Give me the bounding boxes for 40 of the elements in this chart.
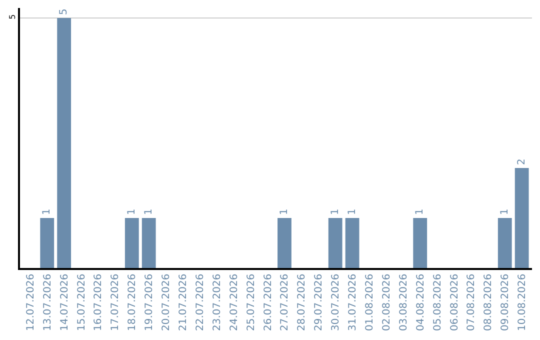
x-tick-label: 07.08.2026 — [466, 274, 478, 332]
x-tick-label: 29.07.2026 — [314, 274, 325, 332]
x-tick-label: 30.07.2026 — [330, 274, 342, 332]
x-tick-label: 20.07.2026 — [161, 274, 172, 332]
x-tick-label: 13.07.2026 — [42, 274, 54, 332]
x-tick-label: 23.07.2026 — [212, 274, 223, 332]
x-tick-label: 09.08.2026 — [500, 274, 512, 332]
x-tick-label: 12.07.2026 — [25, 274, 36, 332]
data-label: 1 — [330, 208, 341, 215]
x-tick-label: 22.07.2026 — [194, 274, 206, 332]
data-label: 1 — [499, 208, 510, 215]
x-tick-label: 28.07.2026 — [296, 274, 308, 332]
x-tick-label: 06.08.2026 — [449, 274, 460, 332]
x-tick-label: 15.07.2026 — [76, 274, 88, 332]
data-label: 1 — [346, 208, 358, 215]
data-label: 1 — [143, 208, 154, 215]
data-label: 1 — [278, 208, 290, 215]
x-tick-label: 27.07.2026 — [280, 274, 291, 332]
x-tick-label: 16.07.2026 — [93, 274, 104, 332]
x-tick-label: 08.08.2026 — [483, 274, 494, 332]
x-tick-label: 14.07.2026 — [59, 274, 70, 332]
x-tick-label: 25.07.2026 — [246, 274, 257, 332]
data-label: 5 — [58, 8, 70, 15]
x-tick-label: 21.07.2026 — [178, 274, 189, 332]
x-tick-label: 10.08.2026 — [517, 274, 528, 332]
data-label: 1 — [42, 208, 53, 215]
x-tick-label: 24.07.2026 — [228, 274, 240, 332]
x-tick-label: 18.07.2026 — [127, 274, 138, 332]
data-label: 1 — [126, 208, 138, 215]
x-tick-label: 03.08.2026 — [398, 274, 410, 332]
data-label: 2 — [516, 158, 528, 165]
x-tick-label: 01.08.2026 — [364, 274, 376, 332]
data-label: 1 — [414, 208, 426, 215]
x-tick-label: 02.08.2026 — [381, 274, 392, 332]
x-tick-label: 26.07.2026 — [262, 274, 274, 332]
x-tick-label: 04.08.2026 — [415, 274, 426, 332]
x-tick-label: 17.07.2026 — [110, 274, 122, 332]
x-tick-label: 31.07.2026 — [348, 274, 359, 332]
x-tick-label: 05.08.2026 — [432, 274, 444, 332]
x-tick-label: 19.07.2026 — [144, 274, 156, 332]
